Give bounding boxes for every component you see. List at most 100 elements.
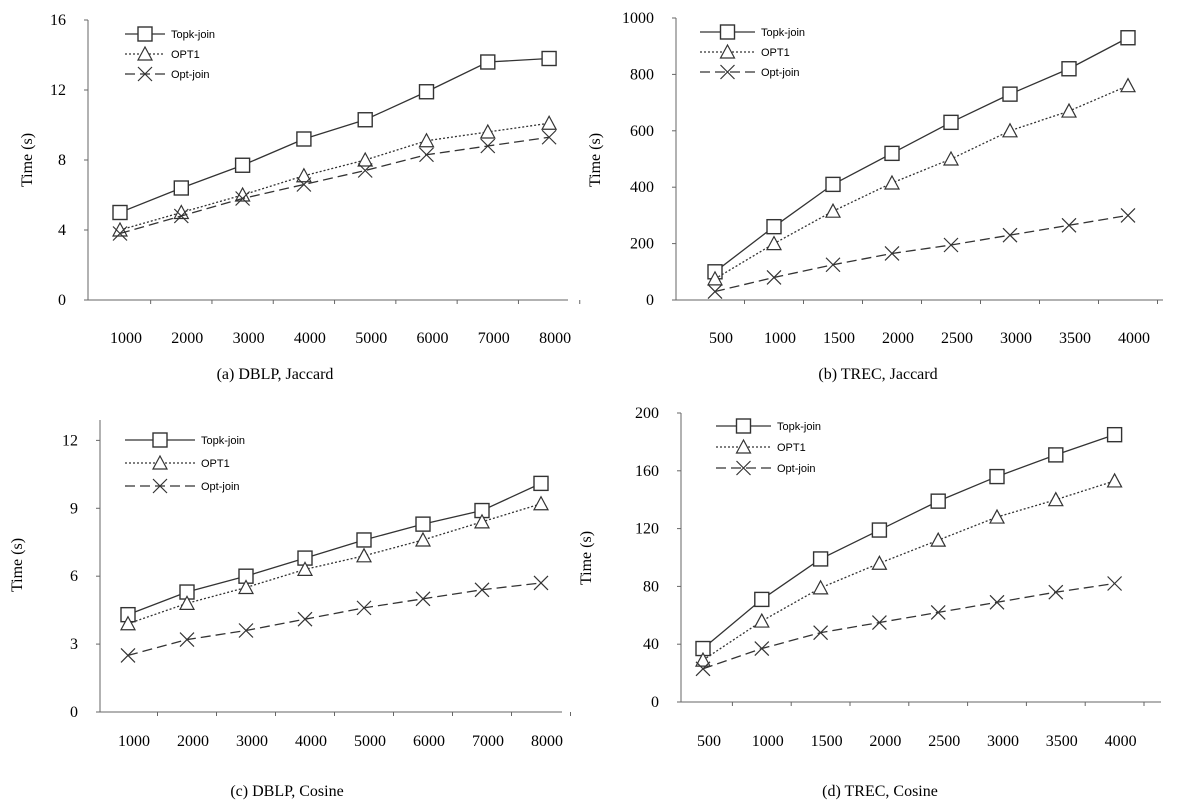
series-line — [714, 214, 1129, 293]
x-tick-label: 3000 — [987, 733, 1019, 750]
data-point — [1061, 217, 1077, 233]
chart-panel: 0 4 8 12 16 1000 2000 3000 4000 5000 6000 7000 8000 T… — [19, 12, 581, 347]
x-tick-label: 4000 — [295, 733, 327, 750]
data-point — [736, 460, 751, 476]
y-tick-label: 800 — [630, 66, 654, 83]
data-point — [173, 208, 189, 224]
y-tick-label: 40 — [643, 636, 659, 653]
data-point — [418, 84, 435, 100]
legend-label: Topk-join — [777, 421, 821, 433]
x-tick-label: 3000 — [1000, 330, 1032, 347]
y-axis-label: Time (s) — [19, 133, 36, 187]
data-point — [694, 651, 712, 667]
y-tick-label: 0 — [651, 694, 659, 711]
data-point — [1048, 447, 1064, 463]
data-point — [357, 112, 373, 128]
data-point — [120, 647, 136, 663]
legend-label: OPT1 — [201, 458, 230, 470]
y-tick-label: 0 — [70, 704, 78, 721]
x-tick-label: 4000 — [1118, 330, 1150, 347]
data-point — [178, 595, 196, 610]
x-tick-label: 5000 — [354, 733, 386, 750]
data-point — [1061, 61, 1077, 77]
y-tick-label: 600 — [630, 123, 654, 140]
y-tick-label: 120 — [635, 521, 659, 538]
x-tick-label: 2000 — [882, 330, 914, 347]
data-point — [1002, 227, 1018, 243]
x-tick-label: 2000 — [171, 330, 203, 347]
legend-label: Opt-join — [777, 463, 816, 475]
data-point — [930, 604, 946, 620]
data-point — [137, 26, 153, 42]
data-point — [825, 176, 841, 193]
data-point — [766, 270, 782, 285]
y-axis-label: Time (s) — [9, 538, 26, 592]
data-point — [813, 625, 829, 641]
x-tick-label: 2000 — [869, 733, 901, 750]
data-point — [707, 284, 723, 299]
data-point — [532, 495, 550, 511]
series-line — [702, 434, 1115, 650]
y-tick-label: 1000 — [622, 10, 654, 27]
x-tick-label: 3000 — [233, 330, 265, 347]
data-point — [296, 561, 314, 576]
legend-label: OPT1 — [171, 49, 200, 61]
data-point — [766, 218, 782, 235]
data-point — [1060, 102, 1078, 118]
series-line — [119, 136, 550, 235]
x-tick-label: 1500 — [811, 733, 843, 750]
data-point — [414, 531, 432, 547]
series-line — [714, 85, 1129, 280]
data-point — [541, 50, 557, 67]
legend-label: Topk-join — [201, 435, 245, 447]
data-point — [871, 615, 887, 630]
x-tick-label: 1000 — [752, 733, 784, 750]
data-point — [753, 612, 770, 628]
data-point — [930, 493, 946, 509]
x-tick-label: 2500 — [928, 733, 960, 750]
x-tick-label: 500 — [709, 330, 733, 347]
y-tick-label: 4 — [58, 222, 66, 239]
data-point — [754, 641, 770, 656]
data-point — [989, 468, 1005, 485]
data-point — [415, 516, 431, 532]
series-line — [127, 482, 542, 616]
data-point — [356, 600, 372, 616]
data-point — [1120, 207, 1136, 223]
y-tick-label: 0 — [646, 292, 654, 309]
data-point — [297, 611, 313, 627]
data-point — [989, 594, 1005, 610]
y-tick-label: 6 — [70, 568, 78, 585]
series-line — [127, 503, 542, 625]
data-point — [152, 432, 168, 448]
y-axis-label: Time (s) — [578, 531, 595, 585]
data-point — [419, 147, 434, 163]
legend-label: OPT1 — [777, 442, 806, 454]
series-line — [714, 37, 1129, 273]
data-point — [695, 661, 711, 677]
legend-label: Opt-join — [201, 481, 240, 493]
data-point — [719, 24, 736, 40]
data-point — [357, 151, 374, 167]
x-tick-label: 1000 — [118, 733, 150, 750]
data-point — [355, 547, 373, 563]
data-point — [1047, 491, 1064, 507]
data-point — [296, 131, 312, 147]
data-point — [1002, 86, 1018, 102]
legend-label: Opt-join — [171, 69, 210, 81]
x-tick-label: 2500 — [941, 330, 973, 347]
data-point — [1120, 30, 1136, 46]
legend-label: OPT1 — [761, 47, 790, 59]
data-point — [765, 235, 783, 251]
data-point — [871, 555, 888, 570]
y-tick-label: 200 — [635, 405, 659, 422]
data-point — [533, 475, 549, 492]
chart-caption: (c) DBLP, Cosine — [230, 783, 344, 800]
data-point — [137, 66, 153, 82]
y-tick-label: 9 — [70, 500, 78, 517]
series-line — [119, 57, 550, 214]
data-point — [533, 575, 549, 591]
data-point — [152, 478, 168, 494]
x-tick-label: 6000 — [413, 733, 445, 750]
data-point — [296, 177, 312, 192]
